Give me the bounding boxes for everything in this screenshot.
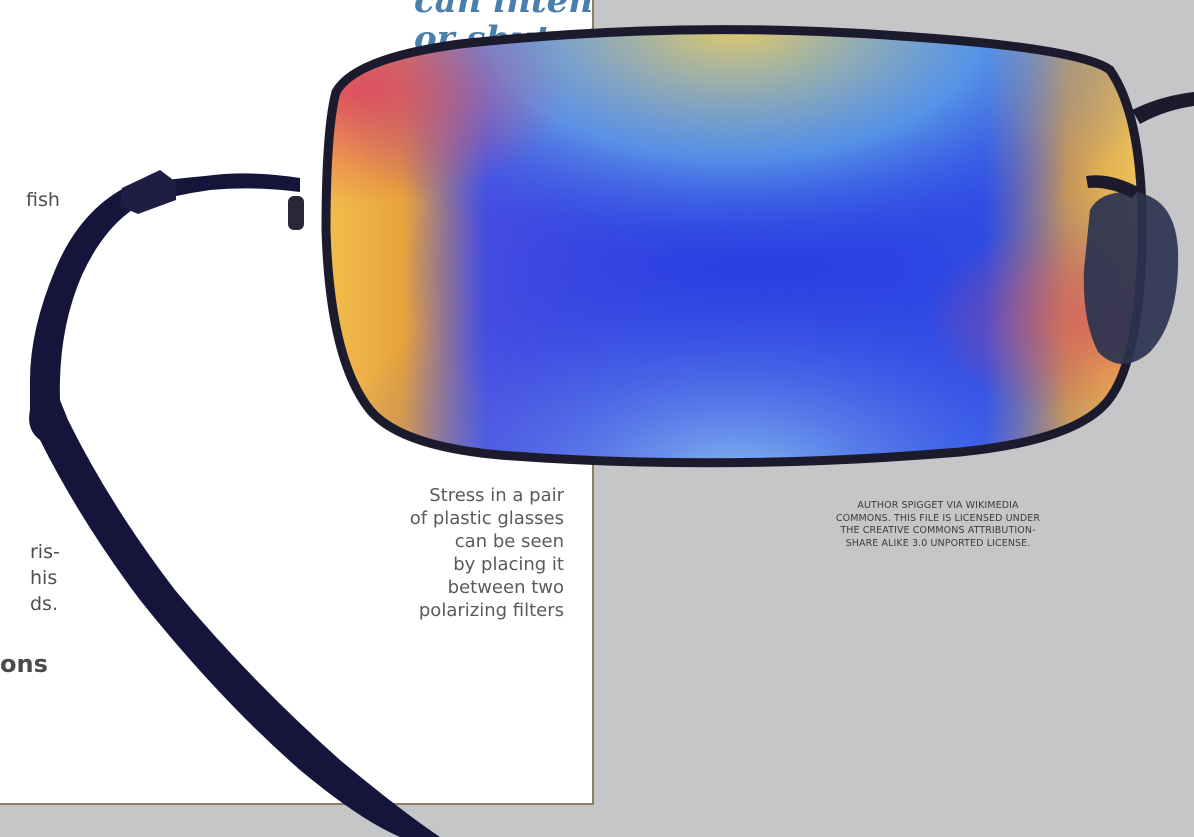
body-text-fragment: fish (26, 189, 60, 211)
photo-credit: AUTHOR SPIGGET VIA WIKIMEDIA COMMONS. TH… (818, 500, 1058, 550)
photo-caption: Stress in a pair of plastic glasses can … (324, 484, 564, 622)
body-text-fragment: ds. (30, 593, 58, 615)
credit-line: THE CREATIVE COMMONS ATTRIBUTION- (840, 525, 1036, 536)
credit-line: COMMONS. THIS FILE IS LICENSED UNDER (835, 512, 1041, 524)
caption-line: between two (447, 577, 564, 598)
bridge-bar (1132, 92, 1194, 124)
body-text-fragment: ris- (30, 541, 60, 563)
caption-line: Stress in a pair (429, 485, 564, 506)
article-page: can intensify or shut off fish ris- his … (0, 0, 594, 805)
caption-line: polarizing filters (418, 600, 564, 621)
caption-line: by placing it (453, 554, 564, 575)
pull-quote-line: or shut off (414, 19, 594, 59)
caption-line: of plastic glasses (409, 508, 564, 529)
caption-line: can be seen (454, 531, 564, 552)
nose-pad (1083, 191, 1179, 364)
pull-quote-line: can intensify (414, 0, 593, 21)
body-text-fragment: his (30, 567, 58, 589)
credit-line: AUTHOR SPIGGET VIA WIKIMEDIA (857, 500, 1019, 511)
nose-pad-arm (1086, 175, 1140, 198)
section-heading-fragment: ons (0, 650, 48, 678)
pull-quote: can intensify or shut off (414, 0, 594, 59)
credit-line: SHARE ALIKE 3.0 UNPORTED LICENSE. (845, 537, 1031, 549)
